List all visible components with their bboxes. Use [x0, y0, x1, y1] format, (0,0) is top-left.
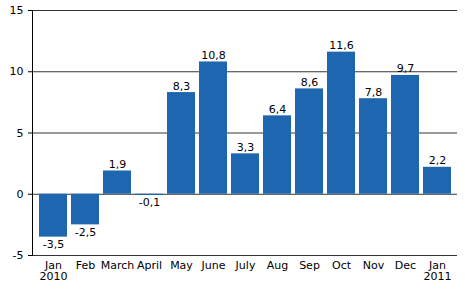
svg-text:6,4: 6,4	[269, 103, 287, 116]
svg-text:Dec: Dec	[395, 259, 416, 272]
svg-text:2,2: 2,2	[429, 154, 447, 167]
svg-text:-2,5: -2,5	[75, 226, 96, 239]
svg-text:0: 0	[17, 188, 24, 201]
svg-text:11,6: 11,6	[329, 39, 354, 52]
svg-text:April: April	[137, 259, 162, 272]
svg-text:Nov: Nov	[363, 259, 385, 272]
svg-text:1,9: 1,9	[109, 158, 127, 171]
svg-text:10,8: 10,8	[201, 49, 226, 62]
svg-text:March: March	[101, 259, 135, 272]
svg-text:-5: -5	[13, 249, 24, 262]
svg-text:Jan2011: Jan2011	[424, 259, 452, 283]
svg-text:May: May	[170, 259, 193, 272]
svg-text:15: 15	[10, 4, 24, 17]
svg-text:-3,5: -3,5	[43, 238, 64, 251]
svg-text:-0,1: -0,1	[139, 196, 160, 209]
svg-text:8,3: 8,3	[173, 80, 191, 93]
svg-text:Jan2010: Jan2010	[40, 259, 68, 283]
svg-text:July: July	[235, 259, 256, 272]
svg-text:3,3: 3,3	[237, 141, 255, 154]
svg-text:9,7: 9,7	[397, 62, 415, 75]
svg-text:5: 5	[17, 127, 24, 140]
svg-text:Feb: Feb	[76, 259, 95, 272]
svg-text:Sep: Sep	[299, 259, 320, 272]
svg-text:7,8: 7,8	[365, 86, 383, 99]
svg-text:10: 10	[10, 65, 24, 78]
svg-text:Oct: Oct	[332, 259, 352, 272]
svg-text:Aug: Aug	[267, 259, 288, 272]
svg-text:June: June	[201, 259, 226, 272]
svg-text:8,6: 8,6	[301, 76, 319, 89]
